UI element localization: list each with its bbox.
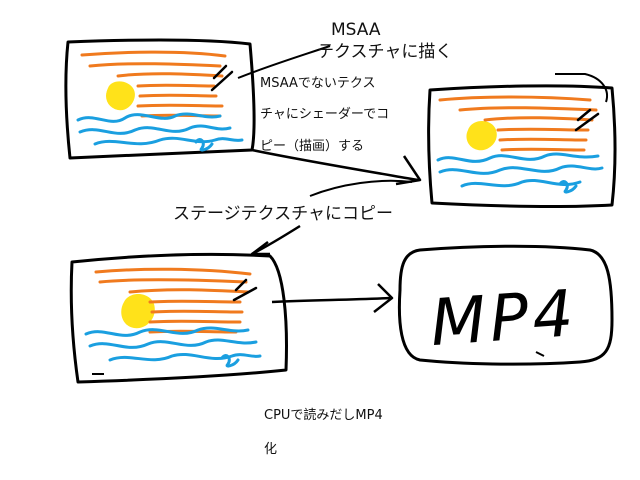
orange-stripes — [94, 267, 252, 334]
staging-texture-frame — [69, 252, 288, 384]
sun-icon — [121, 293, 155, 329]
non-msaa-label-pointer — [555, 73, 608, 103]
cpu-label-line1: CPUで読みだしMP4 — [264, 408, 383, 423]
sun-icon — [466, 121, 497, 151]
non-msaa-label-line2: チャにシェーダーでコ — [260, 107, 390, 122]
non-msaa-label-line1: MSAAでないテクス — [260, 76, 376, 91]
orange-stripes — [438, 95, 598, 152]
blue-waves — [76, 112, 244, 152]
orange-stripes — [80, 50, 227, 118]
mp4-box-text: MP4 — [428, 277, 579, 361]
cpu-label-line2: 化 — [264, 442, 278, 457]
sun-blob — [106, 81, 135, 111]
staging-label-pointer — [309, 179, 413, 197]
arrow-msaa-to-non-msaa — [251, 148, 419, 182]
non-msaa-texture-picture — [427, 84, 617, 208]
arrow-staging-to-mp4 — [271, 296, 391, 304]
non-msaa-label-line3: ピー（描画）する — [260, 139, 365, 154]
staging-texture-picture — [69, 252, 288, 384]
blue-waves — [84, 326, 262, 368]
staging-label: ステージテクスチャにコピー — [173, 204, 393, 224]
msaa-label-line2: テクスチャに描く — [317, 42, 453, 62]
blue-waves — [436, 152, 604, 194]
msaa-label-line1: MSAA — [331, 20, 381, 40]
msaa-texture-picture — [64, 38, 256, 160]
non-msaa-texture-frame — [427, 84, 617, 208]
mp4-box: MP4 — [397, 244, 614, 366]
msaa-label-pointer — [237, 45, 331, 79]
